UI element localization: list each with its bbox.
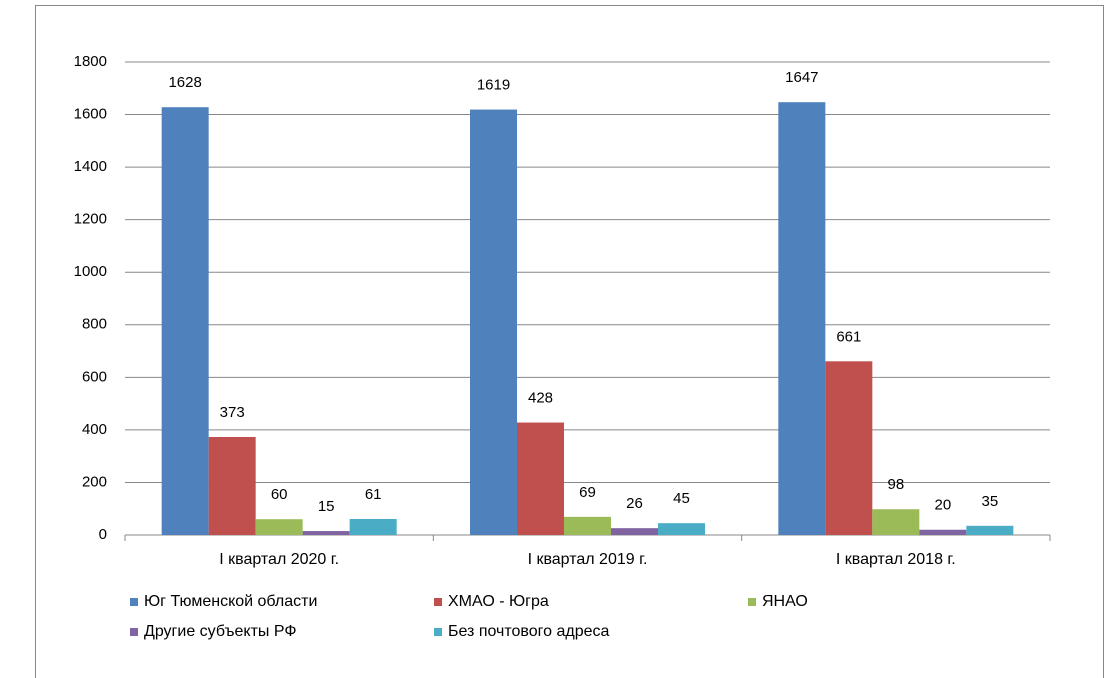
bar (611, 528, 658, 535)
bar (208, 436, 256, 535)
bar (778, 102, 826, 535)
value-label: 35 (981, 493, 998, 510)
frame (35, 5, 1104, 678)
y-tick-label: 1600 (74, 106, 107, 123)
y-tick-label: 1000 (74, 263, 107, 280)
value-label: 61 (365, 486, 382, 503)
value-label: 15 (318, 498, 335, 515)
bar (470, 109, 517, 535)
bar (161, 107, 209, 535)
legend-label: Юг Тюменской области (144, 593, 317, 610)
bar (517, 422, 564, 535)
bar (658, 523, 705, 535)
bar (919, 529, 967, 535)
value-label: 60 (271, 486, 288, 503)
legend-label: Другие субъекты РФ (144, 623, 297, 640)
value-label: 45 (673, 490, 690, 507)
value-label: 428 (528, 389, 553, 406)
y-tick-label: 800 (82, 316, 107, 333)
y-tick-label: 400 (82, 421, 107, 438)
value-label: 26 (626, 495, 643, 512)
bar (825, 361, 873, 535)
legend-label: ХМАО - Югра (448, 593, 549, 610)
value-label: 98 (887, 476, 904, 493)
bar (564, 516, 611, 535)
y-tick-label: 200 (82, 473, 107, 490)
y-tick-label: 0 (99, 526, 107, 543)
bar (872, 509, 920, 535)
y-tick-label: 600 (82, 368, 107, 385)
legend-swatch (130, 628, 138, 636)
value-label: 1628 (168, 74, 201, 91)
value-label: 69 (579, 484, 596, 501)
value-label: 1619 (477, 77, 510, 94)
legend-swatch (434, 628, 442, 636)
x-tick-label: I квартал 2020 г. (219, 551, 339, 568)
value-label: 373 (220, 404, 245, 421)
value-label: 20 (934, 497, 951, 514)
bar (255, 519, 303, 535)
x-tick-label: I квартал 2019 г. (528, 551, 648, 568)
legend-label: ЯНАО (762, 593, 808, 610)
legend-swatch (434, 598, 442, 606)
y-tick-label: 1400 (74, 158, 107, 175)
value-label: 1647 (785, 69, 818, 86)
legend-swatch (748, 598, 756, 606)
x-tick-label: I квартал 2018 г. (836, 551, 956, 568)
y-tick-label: 1800 (74, 53, 107, 70)
value-label: 661 (836, 328, 861, 345)
legend-swatch (130, 598, 138, 606)
bar (966, 525, 1014, 535)
bar (302, 531, 350, 535)
legend-label: Без почтового адреса (448, 623, 610, 640)
y-tick-label: 1200 (74, 211, 107, 228)
bar (349, 518, 397, 535)
